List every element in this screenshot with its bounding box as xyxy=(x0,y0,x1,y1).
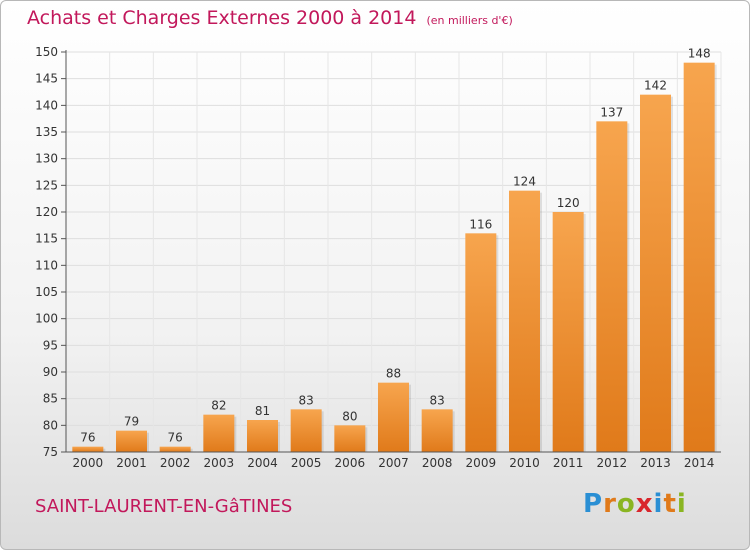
bar-2013 xyxy=(640,94,671,453)
y-tick-label: 105 xyxy=(35,285,58,299)
y-tick-label: 95 xyxy=(43,338,58,352)
data-label-2012: 137 xyxy=(600,105,623,119)
y-tick-label: 130 xyxy=(35,152,58,166)
logo-letter: x xyxy=(635,489,654,519)
x-tick-label: 2011 xyxy=(553,456,584,470)
y-tick-label: 150 xyxy=(35,45,58,59)
x-tick-label: 2000 xyxy=(73,456,104,470)
y-tick-label: 110 xyxy=(35,258,58,272)
x-tick-label: 2008 xyxy=(422,456,453,470)
bar-2011 xyxy=(552,212,584,452)
x-tick-label: 2013 xyxy=(640,456,671,470)
commune-name: SAINT-LAURENT-EN-GâTINES xyxy=(35,496,293,517)
bar-2012 xyxy=(596,121,628,452)
bar-2000 xyxy=(72,446,104,452)
x-tick-label: 2014 xyxy=(684,456,715,470)
x-tick-label: 2005 xyxy=(291,456,322,470)
x-tick-label: 2001 xyxy=(116,456,147,470)
bar-2009 xyxy=(465,233,497,452)
bar-2007 xyxy=(378,382,409,452)
x-tick-label: 2012 xyxy=(597,456,628,470)
chart-unit: (en milliers d'€) xyxy=(426,14,513,27)
proxiti-logo: Proxiti xyxy=(583,489,687,519)
logo-letter: r xyxy=(603,489,617,519)
x-tick-label: 2004 xyxy=(247,456,278,470)
logo-letter: i xyxy=(653,489,664,519)
x-tick-label: 2007 xyxy=(378,456,409,470)
data-label-2001: 79 xyxy=(124,415,139,429)
axes: 75 80 85 90 95 100 105 110 115 120 125 130 135 140 145… xyxy=(35,45,721,470)
y-tick-label: 135 xyxy=(35,125,58,139)
bar-2001 xyxy=(116,430,147,452)
logo-letter: o xyxy=(616,489,636,519)
y-tick-label: 100 xyxy=(35,312,58,326)
data-label-2008: 83 xyxy=(430,393,445,407)
bar-2006 xyxy=(334,425,366,452)
bars xyxy=(72,62,717,453)
data-label-2006: 80 xyxy=(342,409,357,423)
data-label-2010: 124 xyxy=(513,175,536,189)
data-label-2014: 148 xyxy=(688,47,711,61)
data-label-2009: 116 xyxy=(469,217,492,231)
data-labels: 76 79 76 82 81 83 80 88 83 116 124 120 137 142 148 xyxy=(80,47,710,445)
y-tick-label: 75 xyxy=(43,445,58,459)
logo-letter: i xyxy=(676,489,687,519)
y-tick-label: 120 xyxy=(35,205,58,219)
x-tick-label: 2003 xyxy=(204,456,235,470)
logo-letter: t xyxy=(663,489,677,519)
x-tick-label: 2006 xyxy=(335,456,366,470)
y-tick-label: 125 xyxy=(35,178,58,192)
x-tick-label: 2002 xyxy=(160,456,191,470)
x-tick-label: 2009 xyxy=(466,456,497,470)
data-label-2007: 88 xyxy=(386,367,401,381)
bar-2008 xyxy=(421,409,453,452)
bar-2003 xyxy=(203,414,235,452)
data-label-2000: 76 xyxy=(80,431,95,445)
x-tick-label: 2010 xyxy=(509,456,540,470)
data-label-2005: 83 xyxy=(299,393,314,407)
data-label-2004: 81 xyxy=(255,404,270,418)
bar-2010 xyxy=(509,190,540,452)
y-tick-label: 90 xyxy=(43,365,58,379)
y-tick-label: 85 xyxy=(43,392,58,406)
bar-2002 xyxy=(159,446,191,452)
y-tick-label: 115 xyxy=(35,232,58,246)
y-tick-label: 80 xyxy=(43,418,58,432)
bar-2005 xyxy=(290,409,322,452)
bar-2014 xyxy=(683,62,715,453)
logo-letter: P xyxy=(583,489,604,519)
title-row: Achats et Charges Externes 2000 à 2014 (e… xyxy=(27,7,513,29)
y-tick-label: 140 xyxy=(35,98,58,112)
y-tick-label: 145 xyxy=(35,72,58,86)
data-label-2013: 142 xyxy=(644,79,667,93)
data-label-2002: 76 xyxy=(168,431,183,445)
chart-title: Achats et Charges Externes 2000 à 2014 xyxy=(27,7,417,29)
data-label-2011: 120 xyxy=(557,196,580,210)
data-label-2003: 82 xyxy=(211,399,226,413)
bar-2004 xyxy=(247,420,278,452)
